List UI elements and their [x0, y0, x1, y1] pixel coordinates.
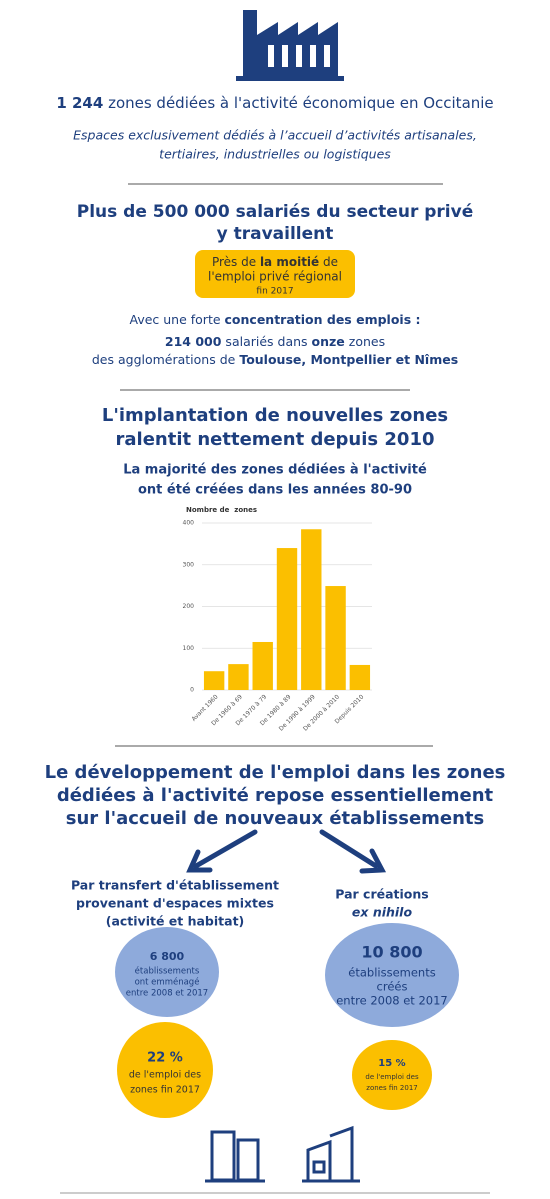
- share-text: zones fin 2017: [130, 1085, 200, 1096]
- arrows: [186, 829, 387, 874]
- circle: [115, 927, 219, 1017]
- title: 1 244 zones dédiées à l'activité économi…: [56, 94, 493, 112]
- y-tick-label: 0: [190, 687, 194, 694]
- count-text: ont emménagé: [135, 977, 200, 988]
- building-icons: [205, 1125, 360, 1183]
- badge-text: Près de la moitié de: [212, 255, 338, 269]
- y-tick-label: 300: [183, 561, 195, 568]
- y-tick-label: 400: [183, 520, 195, 527]
- share-text: de l'emploi des: [365, 1073, 419, 1081]
- sub-heading: (activité et habitat): [106, 914, 245, 929]
- bar: [228, 664, 249, 690]
- share-text: zones fin 2017: [366, 1084, 417, 1092]
- badge-text: l'emploi privé régional: [208, 270, 342, 284]
- subtitle: Espaces exclusivement dédiés à l’accueil…: [73, 128, 477, 143]
- share: 22 %: [147, 1051, 183, 1066]
- heading: Plus de 500 000 salariés du secteur priv…: [77, 202, 474, 222]
- bar: [349, 664, 371, 690]
- heading: L'implantation de nouvelles zones: [102, 405, 448, 426]
- sub-heading: Par créations: [335, 887, 428, 902]
- chart-title: ont été créées dans les années 80-90: [138, 483, 412, 498]
- count-text: établissements: [135, 966, 200, 977]
- count: 6 800: [150, 950, 185, 963]
- bar: [203, 671, 225, 690]
- y-axis-label: Nombre de zones: [186, 506, 257, 514]
- chart-title: La majorité des zones dédiées à l'activi…: [123, 463, 427, 478]
- heading: y travaillent: [217, 224, 334, 244]
- bar: [252, 641, 273, 690]
- text: 214 000 salariés dans onze zones: [165, 334, 385, 349]
- heading: sur l'accueil de nouveaux établissements: [66, 808, 485, 829]
- circle: [325, 923, 459, 1027]
- count: 10 800: [361, 943, 422, 962]
- sub-heading: ex nihilo: [352, 905, 413, 920]
- badge: [195, 250, 355, 298]
- heading: Le développement de l'emploi dans les zo…: [45, 762, 506, 783]
- circle: [352, 1040, 432, 1110]
- share-text: de l'emploi des: [129, 1070, 201, 1081]
- text: Avec une forte concentration des emplois…: [130, 312, 421, 327]
- circle: [117, 1022, 213, 1118]
- share: 15 %: [378, 1058, 405, 1069]
- count-text: entre 2008 et 2017: [126, 989, 208, 999]
- y-tick-label: 100: [183, 645, 195, 652]
- heading: dédiées à l'activité repose essentiellem…: [57, 785, 494, 806]
- bar: [325, 586, 346, 690]
- bar: [276, 548, 298, 690]
- count-text: entre 2008 et 2017: [336, 994, 448, 1008]
- heading: ralentit nettement depuis 2010: [116, 429, 435, 450]
- count-text: établissements: [348, 966, 435, 980]
- subtitle: tertiaires, industrielles ou logistiques: [159, 147, 391, 162]
- count-text: créés: [377, 980, 408, 994]
- y-tick-label: 200: [183, 603, 195, 610]
- sub-heading: provenant d'espaces mixtes: [76, 896, 274, 911]
- badge-text: fin 2017: [256, 287, 293, 297]
- text: des agglomérations de Toulouse, Montpell…: [92, 352, 458, 367]
- sub-heading: Par transfert d'établissement: [71, 878, 279, 893]
- bar: [301, 529, 322, 690]
